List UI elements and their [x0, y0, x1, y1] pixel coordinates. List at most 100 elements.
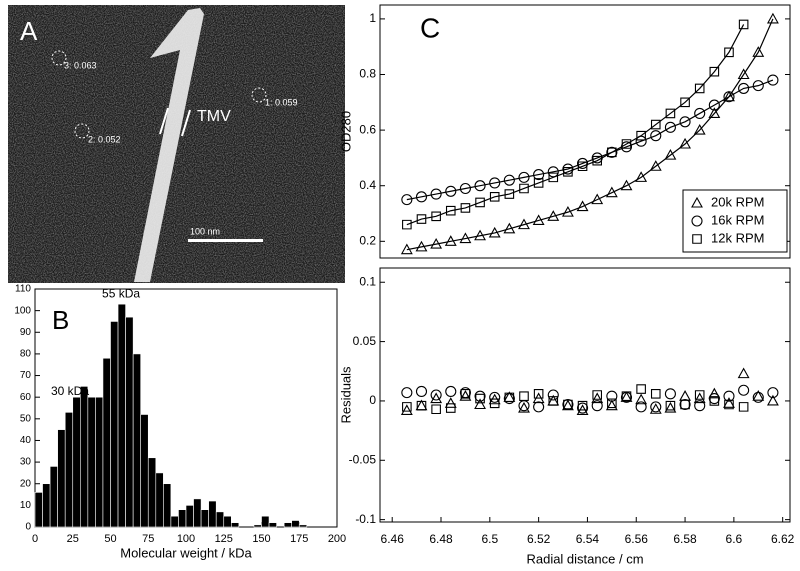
x-tick-label: 6.6 — [726, 532, 743, 546]
y-tick-label: 10 — [20, 500, 32, 511]
x-tick-label: 6.48 — [429, 532, 453, 546]
point — [519, 391, 529, 401]
point — [400, 243, 413, 255]
point — [518, 401, 530, 413]
point — [636, 384, 646, 394]
point — [518, 400, 530, 412]
point — [400, 404, 413, 415]
point — [503, 222, 516, 234]
point — [592, 155, 603, 166]
point — [620, 141, 633, 153]
point — [606, 390, 618, 402]
point — [724, 47, 734, 58]
point — [415, 191, 428, 203]
x-axis-label: Molecular weight / kDa — [120, 545, 252, 560]
point — [694, 400, 706, 412]
point — [621, 139, 632, 149]
particle-circle — [251, 87, 267, 103]
bar — [200, 509, 209, 528]
annotation: 55 kDa — [102, 286, 140, 300]
point — [415, 385, 428, 397]
x-tick-label: 175 — [290, 533, 308, 545]
bar — [170, 515, 179, 528]
point — [591, 400, 603, 412]
point — [738, 384, 750, 396]
bar — [193, 498, 202, 528]
point — [577, 161, 588, 172]
point — [474, 180, 486, 192]
point — [738, 82, 750, 94]
point — [460, 389, 471, 399]
bar — [185, 505, 194, 528]
x-tick-label: 100 — [177, 533, 195, 545]
y-tick-label: 0.6 — [359, 122, 376, 136]
scale-bar-label: 100 nm — [190, 226, 220, 236]
bar — [125, 316, 134, 528]
particle-label: 3: 0.063 — [64, 60, 97, 70]
point — [635, 171, 648, 182]
bar — [268, 522, 277, 528]
point — [532, 214, 545, 226]
y-tick-label: 30 — [20, 457, 32, 468]
x-tick-label: 25 — [67, 533, 79, 545]
point — [416, 214, 427, 224]
point — [592, 390, 603, 400]
point — [737, 68, 750, 80]
bar — [208, 500, 217, 528]
y-tick-label: 0.8 — [359, 67, 376, 81]
point — [577, 400, 588, 411]
bar — [72, 396, 81, 528]
point — [708, 107, 721, 118]
point — [415, 399, 428, 411]
bar — [132, 353, 141, 528]
point — [649, 160, 662, 171]
point — [503, 393, 515, 405]
particle-label: 1: 0.059 — [265, 97, 298, 107]
bar — [253, 524, 262, 528]
bar — [298, 524, 308, 528]
point — [723, 90, 735, 102]
point — [444, 397, 457, 408]
point — [445, 205, 456, 216]
point — [679, 390, 691, 401]
point — [605, 186, 618, 198]
point — [489, 177, 501, 189]
point — [664, 401, 677, 413]
point — [474, 398, 486, 410]
point — [402, 402, 412, 412]
point — [766, 394, 779, 406]
bar — [223, 515, 232, 528]
point — [752, 80, 764, 92]
point — [650, 389, 661, 399]
micrograph: A 3: 0.063 2: 0.052 1: 0.059 TMV 100 nm — [8, 5, 345, 283]
point — [431, 404, 441, 415]
bar — [87, 396, 96, 528]
y-tick-label: 0.2 — [359, 233, 376, 247]
bar — [215, 511, 225, 528]
bar — [231, 522, 240, 528]
y-tick-label: 40 — [20, 435, 32, 446]
legend-label: 20k RPM — [711, 194, 764, 209]
y-tick-label: 110 — [15, 284, 31, 295]
particle-circle — [51, 50, 67, 66]
x-tick-label: 6.58 — [673, 532, 697, 546]
point — [708, 99, 720, 111]
bar — [291, 520, 300, 528]
fit-line — [406, 79, 774, 201]
x-tick-label: 6.62 — [771, 532, 795, 546]
point — [474, 229, 486, 241]
point — [679, 116, 691, 128]
point — [738, 402, 749, 412]
point — [401, 194, 413, 206]
x-tick-label: 75 — [142, 533, 154, 545]
point — [459, 183, 471, 194]
point — [402, 219, 412, 230]
tmv-filament — [134, 8, 204, 282]
bar — [64, 412, 74, 528]
y-tick-label: 50 — [20, 413, 32, 424]
point — [431, 211, 441, 222]
point — [475, 393, 485, 404]
point — [430, 237, 443, 249]
point — [665, 108, 676, 119]
